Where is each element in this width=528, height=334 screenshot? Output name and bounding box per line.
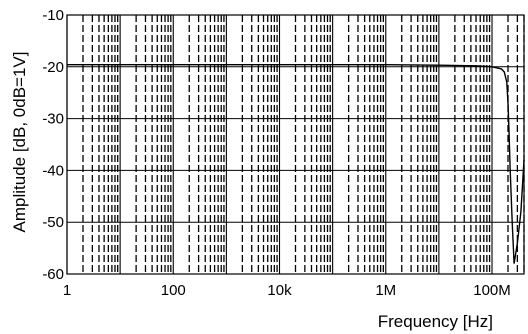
y-tick-label: -20 [42, 59, 64, 76]
x-tick-label: 100M [473, 282, 511, 299]
y-tick-label: -30 [42, 111, 64, 128]
x-tick-label: 100 [161, 282, 186, 299]
x-tick-label: 1M [375, 282, 396, 299]
y-tick-label: -60 [42, 266, 64, 283]
x-tick-labels: 1 100 10k 1M 100M [63, 282, 511, 299]
series-layer [67, 63, 525, 264]
y-tick-label: -10 [42, 7, 64, 24]
y-tick-label: -40 [42, 162, 64, 179]
series-line [67, 63, 525, 264]
y-axis-label: Amplitude [dB, 0dB=1V] [10, 52, 29, 233]
x-tick-label: 10k [267, 282, 292, 299]
y-tick-label: -50 [42, 214, 64, 231]
grid [66, 15, 525, 274]
plot-frame [66, 14, 525, 275]
x-axis-label: Frequency [Hz] [378, 312, 493, 331]
x-tick-label: 1 [63, 282, 71, 299]
y-tick-labels: -10 -20 -30 -40 -50 -60 [42, 7, 64, 283]
